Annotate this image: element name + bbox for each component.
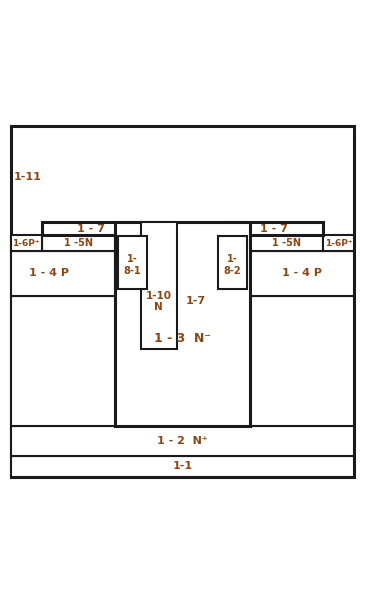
Text: 1 -5N: 1 -5N <box>64 238 93 248</box>
Bar <box>250 235 323 251</box>
Text: 1-11: 1-11 <box>14 172 41 182</box>
Text: 1 -5N: 1 -5N <box>272 238 301 248</box>
Text: 1-7: 1-7 <box>185 297 205 306</box>
Bar <box>224 221 323 235</box>
Text: 1-
8-2: 1- 8-2 <box>224 254 241 276</box>
Bar <box>42 235 115 251</box>
Bar <box>11 235 42 251</box>
Text: 1 - 3  N⁻: 1 - 3 N⁻ <box>154 332 211 344</box>
Bar <box>250 251 354 297</box>
Bar <box>323 235 354 251</box>
Bar <box>11 297 354 426</box>
Text: 1 - 4 P: 1 - 4 P <box>29 268 69 279</box>
Bar <box>42 221 141 235</box>
Text: 1 - 7: 1 - 7 <box>260 224 288 233</box>
Text: 1-
8-1: 1- 8-1 <box>124 254 141 276</box>
Text: 1-6P⁺: 1-6P⁺ <box>325 239 353 248</box>
Bar <box>11 251 115 297</box>
Text: 1-10
N: 1-10 N <box>146 291 172 312</box>
Bar <box>141 221 177 349</box>
Bar <box>115 221 250 426</box>
Text: 1 - 7: 1 - 7 <box>77 224 105 233</box>
Bar <box>118 236 147 289</box>
Text: 1-1: 1-1 <box>172 461 193 472</box>
Text: 1 - 2  N⁺: 1 - 2 N⁺ <box>157 436 208 446</box>
Bar <box>218 236 247 289</box>
Text: 1-6P⁺: 1-6P⁺ <box>12 239 40 248</box>
Bar <box>11 426 354 456</box>
Text: 1 - 4 P: 1 - 4 P <box>282 268 322 279</box>
Bar <box>11 456 354 477</box>
